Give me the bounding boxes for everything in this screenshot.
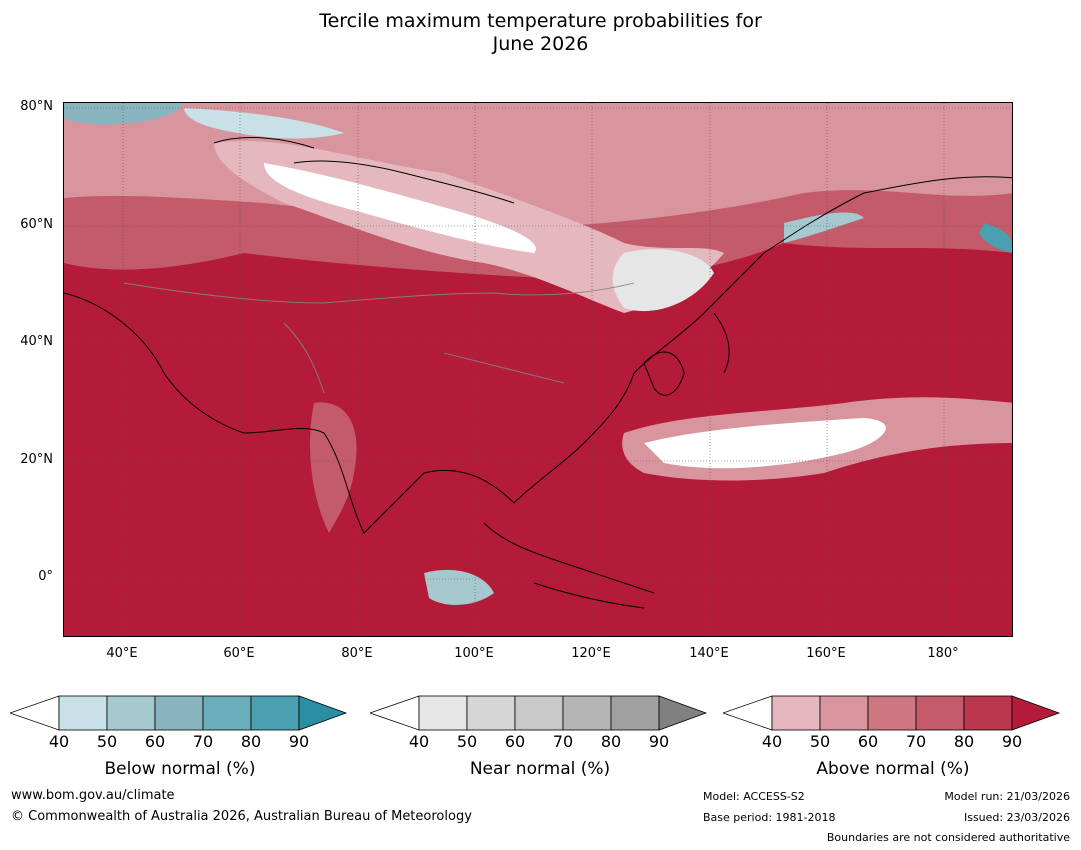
cbar-below-tick-50: 50 xyxy=(96,732,118,751)
colorbar-above-normal xyxy=(723,695,1061,731)
cbar-above-seg-5 xyxy=(963,695,1013,731)
cbar-above-tick-60: 60 xyxy=(857,732,879,751)
cbar-below-seg-3 xyxy=(154,695,204,731)
region-okhotsk-below xyxy=(784,212,864,243)
lat-label-0: 0° xyxy=(38,569,53,584)
region-arctic-below xyxy=(64,103,184,125)
cbar-near-seg-4 xyxy=(562,695,612,731)
lat-label-80n: 80°N xyxy=(20,99,53,114)
cbar-near-low-extend xyxy=(370,695,420,731)
cbar-below-tick-40: 40 xyxy=(48,732,70,751)
region-siberia-neutral xyxy=(264,163,536,253)
cbar-near-tick-40: 40 xyxy=(408,732,430,751)
cbar-near-tick-70: 70 xyxy=(552,732,574,751)
cbar-below-seg-1 xyxy=(58,695,108,731)
footer-issued: Issued: 23/03/2026 xyxy=(963,811,1070,824)
lon-label-80e: 80°E xyxy=(341,646,373,661)
colorbar-near-normal xyxy=(370,695,708,731)
cbar-above-tick-80: 80 xyxy=(953,732,975,751)
cbar-above-seg-3 xyxy=(867,695,917,731)
cbar-above-high-extend xyxy=(1011,695,1061,731)
cbar-near-tick-80: 80 xyxy=(600,732,622,751)
region-mongolia-near xyxy=(612,249,714,312)
cbar-above-tick-40: 40 xyxy=(761,732,783,751)
chart-title: Tercile maximum temperature probabilitie… xyxy=(0,10,1081,56)
lon-label-140e: 140°E xyxy=(689,646,729,661)
cbar-near-title: Near normal (%) xyxy=(469,759,611,779)
cbar-below-title: Below normal (%) xyxy=(104,759,256,779)
graticule xyxy=(64,103,1012,636)
lon-label-120e: 120°E xyxy=(571,646,611,661)
borders xyxy=(123,282,635,394)
coastlines xyxy=(64,137,1012,609)
lon-label-40e: 40°E xyxy=(106,646,138,661)
lon-label-160e: 160°E xyxy=(806,646,846,661)
lat-label-60n: 60°N xyxy=(20,217,53,232)
title-line-1: Tercile maximum temperature probabilitie… xyxy=(319,10,762,32)
cbar-below-tick-90: 90 xyxy=(288,732,310,751)
cbar-above-seg-1 xyxy=(771,695,821,731)
cbar-near-seg-5 xyxy=(610,695,660,731)
cbar-above-tick-70: 70 xyxy=(905,732,927,751)
region-indonesia-below xyxy=(424,569,494,605)
title-line-2: June 2026 xyxy=(492,33,589,55)
lon-label-180: 180° xyxy=(927,646,959,661)
map-svg xyxy=(64,103,1012,636)
lon-label-100e: 100°E xyxy=(454,646,494,661)
cbar-above-seg-4 xyxy=(915,695,965,731)
footer-disclaimer: Boundaries are not considered authoritat… xyxy=(826,831,1070,844)
lat-label-20n: 20°N xyxy=(20,452,53,467)
footer-model-run: Model run: 21/03/2026 xyxy=(944,790,1070,803)
region-bering-below xyxy=(979,223,1012,253)
lat-label-40n: 40°N xyxy=(20,334,53,349)
region-india-moderate xyxy=(309,402,357,533)
cbar-above-low-extend xyxy=(723,695,773,731)
cbar-below-tick-80: 80 xyxy=(240,732,262,751)
cbar-below-high-extend xyxy=(298,695,348,731)
lon-label-60e: 60°E xyxy=(223,646,255,661)
cbar-near-tick-90: 90 xyxy=(648,732,670,751)
cbar-above-title: Above normal (%) xyxy=(816,759,970,779)
cbar-near-seg-1 xyxy=(418,695,468,731)
cbar-near-tick-60: 60 xyxy=(504,732,526,751)
footer-copyright: © Commonwealth of Australia 2026, Austra… xyxy=(11,809,472,824)
cbar-below-tick-70: 70 xyxy=(192,732,214,751)
cbar-below-seg-4 xyxy=(202,695,252,731)
cbar-near-high-extend xyxy=(658,695,708,731)
cbar-near-seg-3 xyxy=(514,695,564,731)
footer-url: www.bom.gov.au/climate xyxy=(11,788,175,803)
cbar-above-tick-90: 90 xyxy=(1001,732,1023,751)
cbar-near-tick-50: 50 xyxy=(456,732,478,751)
footer-base-period: Base period: 1981-2018 xyxy=(703,811,836,824)
cbar-near-seg-2 xyxy=(466,695,516,731)
cbar-below-tick-60: 60 xyxy=(144,732,166,751)
footer-model: Model: ACCESS-S2 xyxy=(703,790,805,803)
cbar-below-seg-2 xyxy=(106,695,156,731)
cbar-below-seg-5 xyxy=(250,695,300,731)
region-pacific-neutral xyxy=(644,418,886,469)
map-panel xyxy=(63,102,1013,637)
cbar-above-seg-2 xyxy=(819,695,869,731)
region-arctic-below-light xyxy=(184,108,344,139)
cbar-below-low-extend xyxy=(10,695,60,731)
cbar-above-tick-50: 50 xyxy=(809,732,831,751)
colorbar-below-normal xyxy=(10,695,348,731)
